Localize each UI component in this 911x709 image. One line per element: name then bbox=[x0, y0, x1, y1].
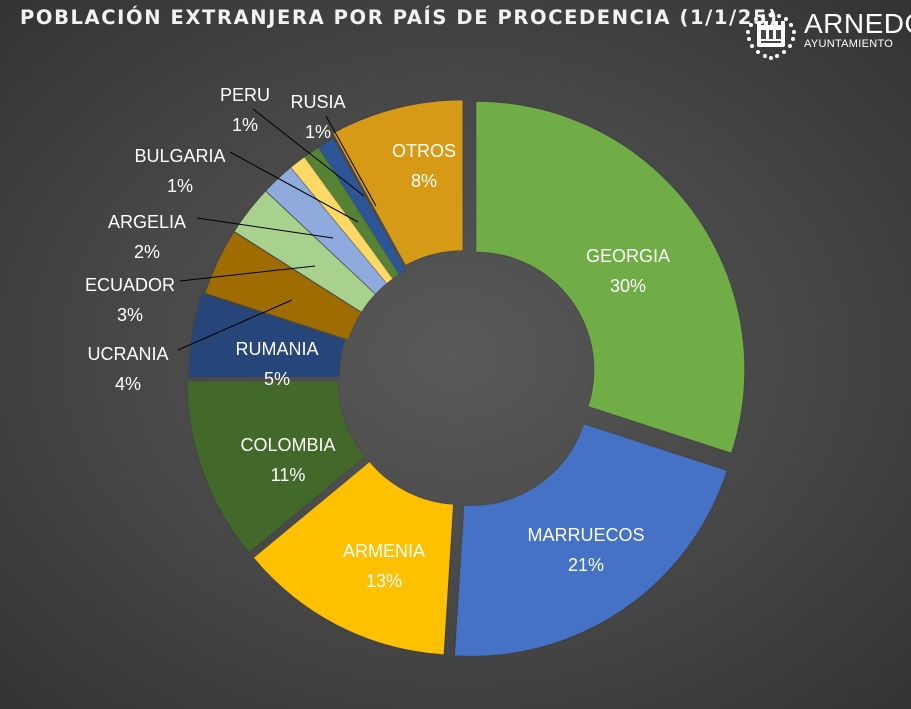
slice-rumania bbox=[189, 293, 345, 377]
slice-label-rusia: RUSIA bbox=[290, 92, 345, 112]
slice-label-argelia: ARGELIA bbox=[108, 212, 186, 232]
logo-subtitle: AYUNTAMIENTO bbox=[804, 38, 894, 50]
slice-percent-peru: 1% bbox=[232, 115, 258, 135]
slice-percent-marruecos: 21% bbox=[568, 555, 604, 575]
slice-ecuador bbox=[234, 191, 376, 312]
slice-marruecos bbox=[454, 424, 727, 656]
slice-label-bulgaria: BULGARIA bbox=[134, 146, 225, 166]
slice-percent-armenia: 13% bbox=[366, 571, 402, 591]
slice-percent-argelia: 2% bbox=[134, 242, 160, 262]
slice-percent-ecuador: 3% bbox=[117, 305, 143, 325]
slice-label-otros: OTROS bbox=[392, 141, 456, 161]
slice-bulgaria bbox=[291, 157, 393, 284]
slice-label-armenia: ARMENIA bbox=[343, 541, 425, 561]
slice-label-peru: PERU bbox=[220, 85, 270, 105]
crest-icon bbox=[746, 12, 796, 60]
arnedo-logo: ARNEDO AYUNTAMIENTO bbox=[742, 8, 911, 60]
slice-label-marruecos: MARRUECOS bbox=[527, 525, 644, 545]
slice-ucrania bbox=[205, 232, 361, 340]
slice-percent-bulgaria: 1% bbox=[167, 176, 193, 196]
slice-label-colombia: COLOMBIA bbox=[240, 435, 335, 455]
slice-colombia bbox=[187, 381, 365, 553]
leader-line-peru bbox=[252, 108, 365, 197]
slice-percent-rumania: 5% bbox=[264, 369, 290, 389]
slice-label-georgia: GEORGIA bbox=[586, 246, 670, 266]
slice-georgia bbox=[476, 101, 745, 453]
leader-line-argelia bbox=[196, 217, 334, 239]
slice-label-ucrania: UCRANIA bbox=[87, 344, 168, 364]
chart-title: POBLACIÓN EXTRANJERA POR PAÍS DE PROCEDE… bbox=[20, 6, 779, 29]
slice-peru bbox=[304, 147, 399, 279]
slice-rusia bbox=[318, 138, 406, 275]
leader-line-ecuador bbox=[179, 265, 316, 282]
slice-percent-rusia: 1% bbox=[305, 122, 331, 142]
leader-line-bulgaria bbox=[229, 151, 359, 223]
logo-title: ARNEDO bbox=[804, 8, 911, 39]
slice-label-ecuador: ECUADOR bbox=[85, 275, 175, 295]
slice-percent-ucrania: 4% bbox=[115, 374, 141, 394]
slice-armenia bbox=[253, 462, 454, 655]
leader-line-ucrania bbox=[177, 299, 293, 351]
slice-percent-colombia: 11% bbox=[271, 465, 306, 485]
leader-line-rusia bbox=[325, 115, 377, 207]
slice-percent-otros: 8% bbox=[411, 171, 437, 191]
slice-percent-georgia: 30% bbox=[610, 276, 646, 296]
slice-label-rumania: RUMANIA bbox=[235, 339, 318, 359]
slice-argelia bbox=[266, 167, 387, 294]
slice-otros bbox=[333, 100, 463, 265]
